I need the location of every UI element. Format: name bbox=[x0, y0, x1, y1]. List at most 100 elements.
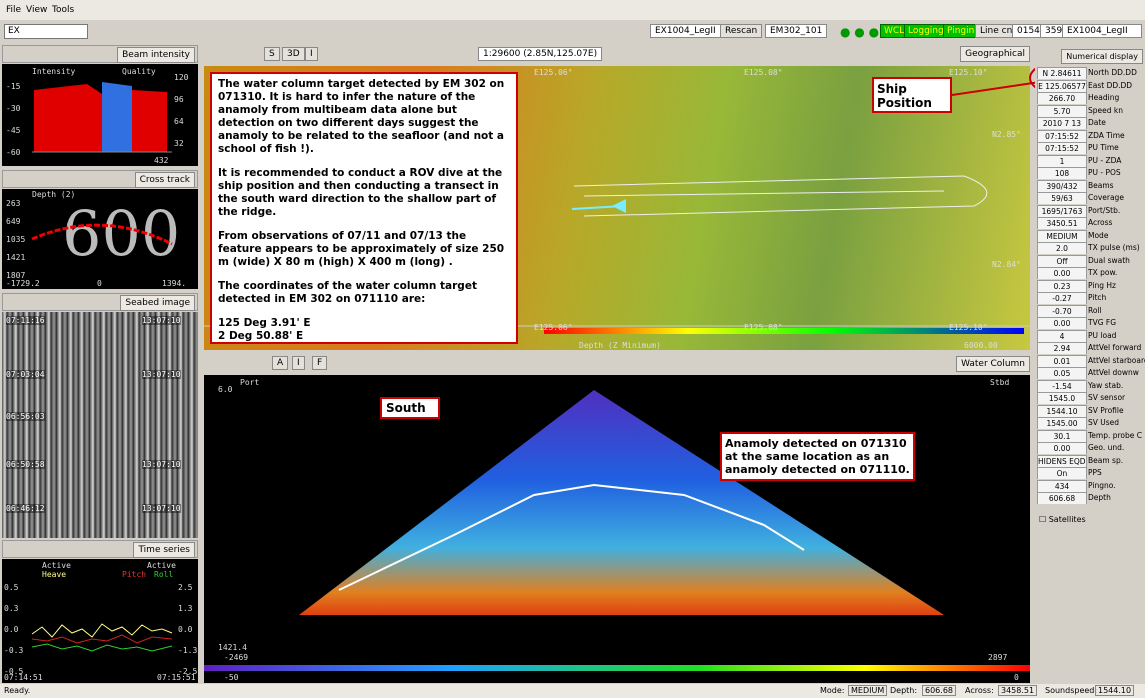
menu-tools[interactable]: Tools bbox=[52, 5, 75, 15]
numeric-label: SV Profile bbox=[1088, 405, 1124, 415]
view-select[interactable]: Numerical display bbox=[1061, 49, 1143, 64]
numeric-row: HIDENS EQDISTBeam sp. bbox=[1035, 454, 1145, 467]
tool-button[interactable]: I bbox=[305, 47, 318, 61]
numeric-row: On PPS bbox=[1035, 467, 1145, 479]
x-tick-label: 0 bbox=[97, 279, 102, 288]
time-end: 07:15:51 bbox=[157, 673, 196, 682]
wc-toolbar: A I F Water Column bbox=[202, 355, 1032, 373]
numeric-label: TX pulse (ms) bbox=[1088, 243, 1140, 252]
view-select[interactable]: Time series bbox=[133, 542, 195, 558]
tool-button[interactable]: F bbox=[312, 356, 328, 370]
value: MEDIUM bbox=[848, 685, 888, 696]
rescan-button[interactable]: Rescan bbox=[720, 24, 763, 38]
label: Depth (2) bbox=[32, 190, 76, 199]
scale: 1:29600 (2.85N,125.07E) bbox=[478, 47, 603, 61]
numeric-label: North DD.DD bbox=[1088, 68, 1137, 77]
numeric-label: Date bbox=[1088, 118, 1106, 127]
map-toolbar: S 3D I 1:29600 (2.85N,125.07E) Geographi… bbox=[202, 45, 1032, 65]
tool-button[interactable]: S bbox=[264, 47, 280, 61]
time-start: 07:14:51 bbox=[4, 673, 43, 682]
note-paragraph: 125 Deg 3.91' E bbox=[218, 317, 311, 329]
numeric-label: TVG FG bbox=[1088, 318, 1117, 327]
sounder-combo[interactable]: EM302_101 bbox=[765, 24, 828, 38]
survey-combo[interactable]: EX1004_LegII bbox=[650, 24, 721, 38]
status-bar: Ready. Mode: MEDIUM Depth: 606.68 Across… bbox=[0, 684, 1145, 698]
time-label: 07:11:16 bbox=[6, 316, 45, 325]
view-select[interactable]: Seabed image bbox=[120, 295, 195, 311]
toolbar: EX EX1004_LegII Rescan EM302_101 ● ● ● W… bbox=[0, 21, 1145, 43]
x-tick-label: -1729.2 bbox=[6, 279, 40, 288]
view-select[interactable]: Cross track bbox=[134, 172, 195, 188]
wc-graphic bbox=[204, 390, 1030, 671]
x-label: 432 bbox=[154, 156, 169, 165]
status-lights: ● ● ● bbox=[840, 25, 880, 39]
numeric-row: 0.01 AttVel starboard bbox=[1035, 354, 1145, 367]
numeric-value: 390/432 bbox=[1037, 179, 1087, 192]
y-tick-label: 1421 bbox=[6, 253, 26, 262]
numeric-label: Depth bbox=[1088, 493, 1111, 502]
panel-header: Beam intensity bbox=[2, 45, 198, 63]
value: 606.68 bbox=[922, 685, 956, 696]
view-select[interactable]: Water Column bbox=[956, 356, 1030, 372]
panel-header: Seabed image bbox=[2, 293, 198, 311]
y-tick-label: 32 bbox=[174, 139, 184, 148]
numeric-label: PU load bbox=[1088, 330, 1117, 340]
numeric-label: Temp. probe C bbox=[1088, 430, 1143, 440]
y-tick-label: -2.5 bbox=[178, 667, 198, 676]
top-label: 6.0 bbox=[218, 385, 233, 394]
numeric-value: 1545.00 bbox=[1037, 417, 1087, 429]
note-paragraph: It is recommended to conduct a ROV dive … bbox=[218, 167, 503, 218]
numeric-value: N 2.84611 bbox=[1037, 67, 1087, 79]
y-tick-label: -45 bbox=[6, 126, 21, 135]
numeric-value: 1695/1763 bbox=[1037, 204, 1087, 217]
logging-button[interactable]: Logging bbox=[904, 24, 948, 38]
survey-field: EX1004_LegII bbox=[1062, 24, 1142, 38]
numeric-row: -0.27 Pitch bbox=[1035, 292, 1145, 304]
label: Depth: bbox=[890, 686, 918, 695]
y-tick-label: 0.5 bbox=[4, 583, 19, 592]
tool-button[interactable]: I bbox=[292, 356, 305, 370]
map-label: E125.06° bbox=[534, 323, 573, 332]
numeric-value: On bbox=[1037, 467, 1087, 479]
combo[interactable]: EX bbox=[4, 24, 88, 39]
numeric-label: PU - POS bbox=[1088, 168, 1121, 177]
scale-max: 0 bbox=[1014, 673, 1019, 682]
legend-pitch: Pitch bbox=[122, 570, 147, 579]
numeric-value: 2.94 bbox=[1037, 342, 1087, 354]
callout: Ship Position bbox=[872, 77, 952, 113]
view-select[interactable]: Geographical bbox=[960, 46, 1030, 62]
numeric-row: 108 PU - POS bbox=[1035, 167, 1145, 179]
numeric-label: Heading bbox=[1088, 93, 1120, 102]
numeric-row: 07:15:52 ZDA Time bbox=[1035, 129, 1145, 142]
numeric-value: 30.1 bbox=[1037, 429, 1087, 442]
checkbox-label: Satellites bbox=[1048, 515, 1086, 524]
y-tick-label: -0.5 bbox=[4, 667, 24, 676]
y-tick-label: 0.0 bbox=[178, 625, 193, 634]
numeric-label: PU Time bbox=[1088, 143, 1119, 152]
numeric-row: -1.54 Yaw stab. bbox=[1035, 379, 1145, 392]
view-select[interactable]: Beam intensity bbox=[117, 47, 195, 63]
numeric-value: -0.70 bbox=[1037, 304, 1087, 317]
numeric-row: 390/432 Beams bbox=[1035, 179, 1145, 192]
satellites-checkbox[interactable]: ☐ Satellites bbox=[1039, 515, 1086, 524]
numeric-label: Across bbox=[1088, 218, 1113, 227]
numeric-row: E 125.06577 East DD.DD bbox=[1035, 79, 1145, 92]
legend-label: Depth (Z Minimum) bbox=[579, 341, 661, 350]
depth-readout: 600 bbox=[62, 197, 181, 270]
label: Soundspeed: bbox=[1045, 686, 1098, 695]
tool-button[interactable]: A bbox=[272, 356, 289, 370]
numeric-label: AttVel starboard bbox=[1088, 355, 1145, 365]
numeric-row: Off Dual swath bbox=[1035, 254, 1145, 267]
numeric-value: E 125.06577 bbox=[1037, 79, 1087, 92]
y-tick-label: 0.3 bbox=[4, 604, 19, 613]
map-label: E125.08° bbox=[744, 323, 783, 332]
port-label: Port bbox=[240, 378, 260, 387]
tool-button[interactable]: 3D bbox=[282, 47, 305, 61]
menu-view[interactable]: View bbox=[26, 5, 48, 15]
numeric-label: PU - ZDA bbox=[1088, 155, 1122, 165]
value: 1544.10 bbox=[1095, 685, 1135, 696]
numeric-label: Geo. und. bbox=[1088, 443, 1125, 452]
numeric-row: 606.68 Depth bbox=[1035, 492, 1145, 504]
menu-file[interactable]: File bbox=[6, 5, 22, 15]
panel-header: Time series bbox=[2, 540, 198, 558]
